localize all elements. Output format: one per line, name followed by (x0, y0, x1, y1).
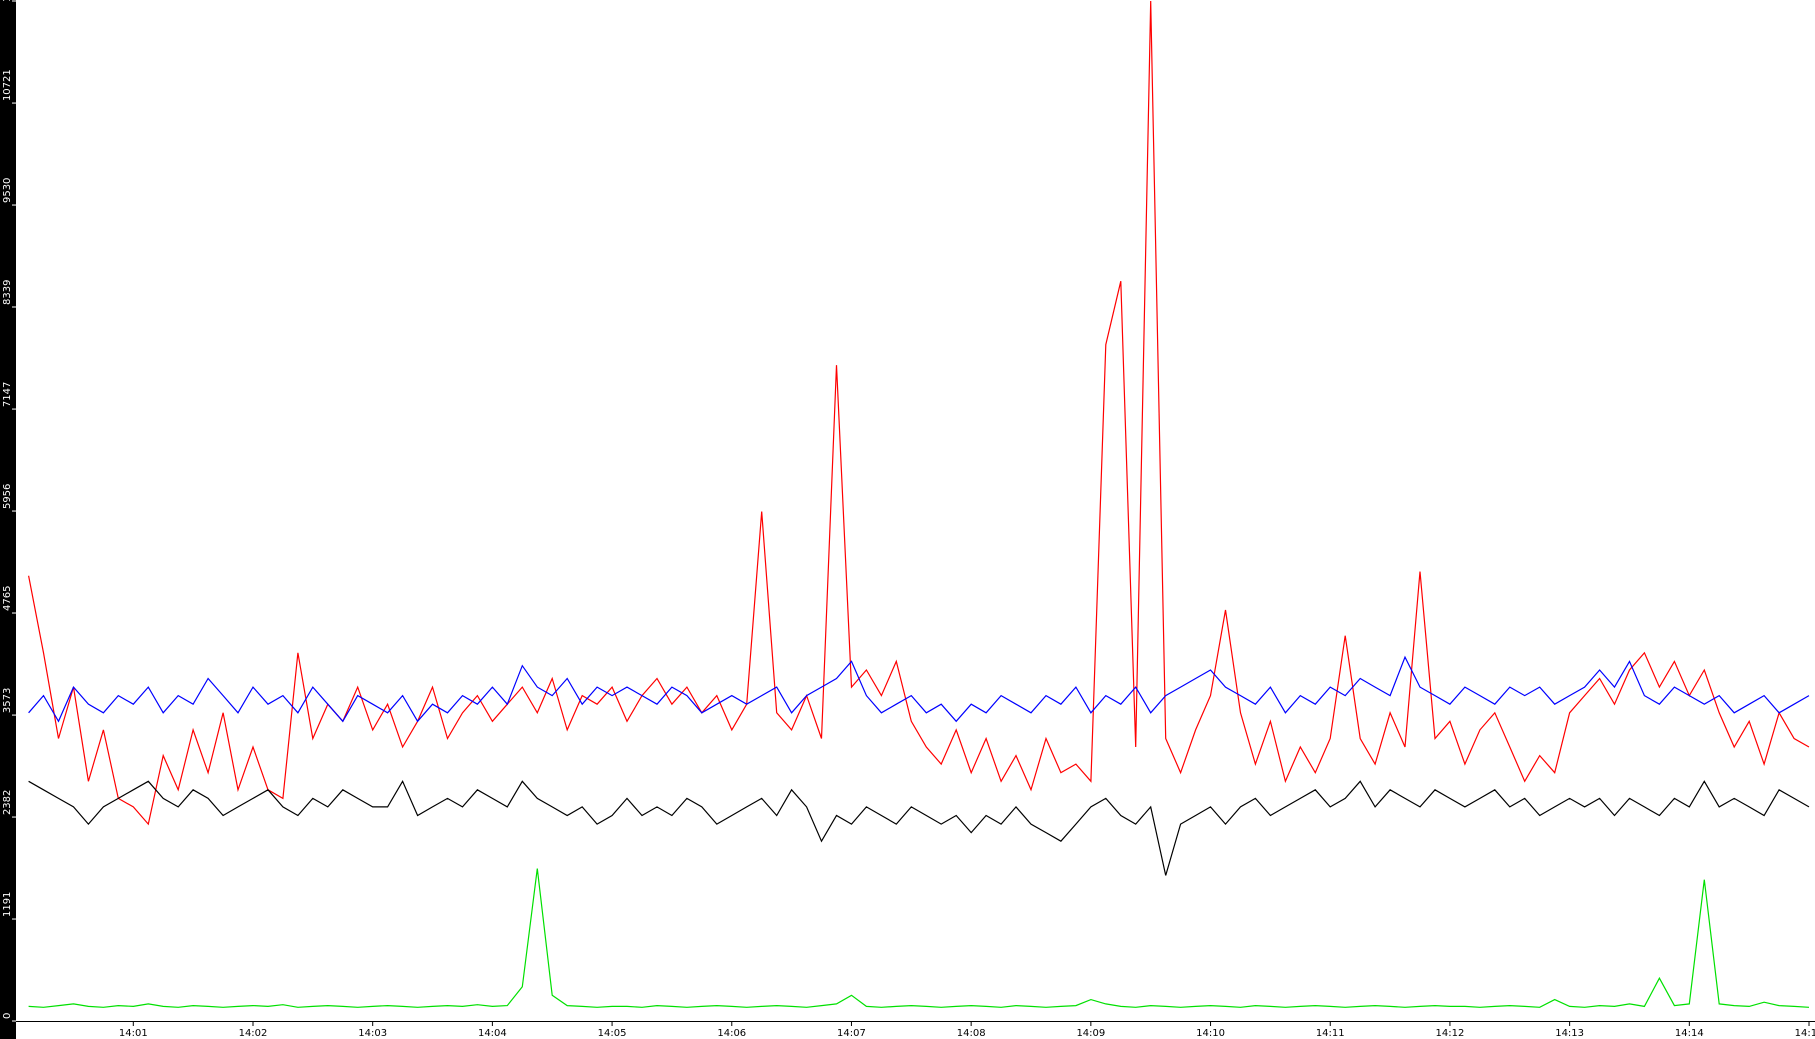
y-tick-label: 9530 (2, 178, 13, 203)
series-line (28, 779, 1810, 876)
y-tick-label: 10721 (2, 69, 13, 101)
x-tick-label: 14:01 (119, 1028, 148, 1039)
x-tick-label: 14:07 (837, 1028, 866, 1039)
series-line (28, 868, 1810, 1008)
x-tick-label: 14:02 (239, 1028, 268, 1039)
x-tick-label: 14:10 (1196, 1028, 1225, 1039)
series-line (28, 0, 1810, 826)
x-tick-label: 14:04 (478, 1028, 507, 1039)
y-tick-label: 5956 (2, 484, 13, 509)
y-tick-label: 1191 (2, 892, 13, 917)
y-tick-label: 8339 (2, 280, 13, 305)
x-tick-label: 14:03 (358, 1028, 387, 1039)
x-tick-label: 14:13 (1555, 1028, 1584, 1039)
x-tick-label: 14:11 (1316, 1028, 1345, 1039)
series-line (28, 655, 1810, 723)
y-tick-label: 4765 (2, 586, 13, 611)
x-tick-label: 14:08 (957, 1028, 986, 1039)
x-tick-label: 14:09 (1076, 1028, 1105, 1039)
y-tick-label: 2382 (2, 790, 13, 815)
x-tick-label: 14:05 (598, 1028, 627, 1039)
y-tick-label: 0 (2, 1013, 13, 1019)
y-tick-label: 7147 (2, 382, 13, 407)
y-tick-label: 3573 (2, 688, 13, 713)
y-axis-band (0, 0, 16, 1039)
x-tick-label: 14:06 (717, 1028, 746, 1039)
x-tick-label: 14:14 (1675, 1028, 1704, 1039)
x-tick-label: 14:12 (1436, 1028, 1465, 1039)
x-tick-label: 14:15 (1795, 1028, 1815, 1039)
y-tick-label: 11913 (2, 0, 13, 2)
